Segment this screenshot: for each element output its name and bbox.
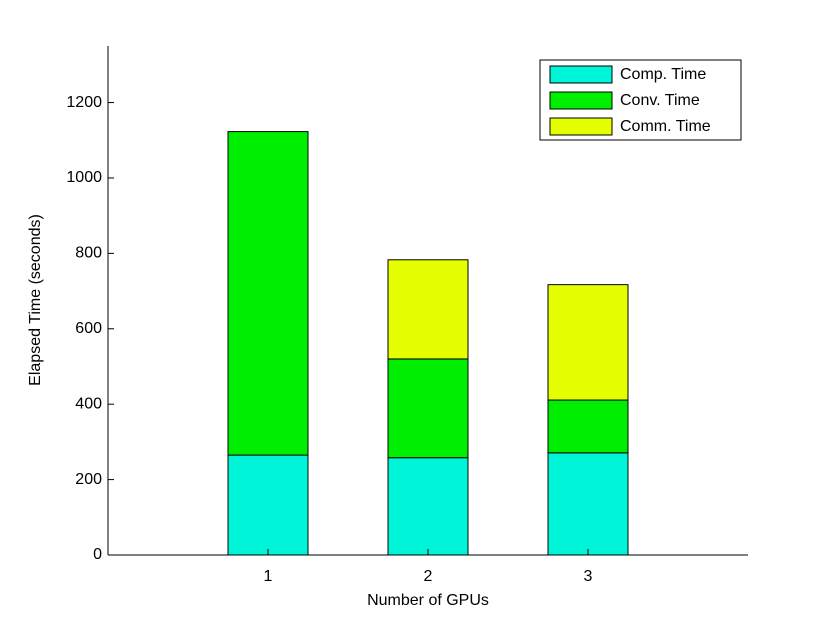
legend-label: Comp. Time <box>620 66 706 83</box>
y-tick-label: 0 <box>93 546 102 563</box>
y-tick-label: 1200 <box>66 94 102 111</box>
bar-segment <box>227 131 309 456</box>
y-axis-label: Elapsed Time (seconds) <box>27 214 44 386</box>
x-tick-label: 1 <box>264 568 273 585</box>
bar-segment <box>547 284 629 401</box>
bar-segment <box>227 454 309 556</box>
legend-label: Conv. Time <box>620 92 700 109</box>
legend-swatch <box>549 117 613 136</box>
x-tick-label: 2 <box>424 568 433 585</box>
y-tick-label: 800 <box>75 245 102 262</box>
y-tick-label: 400 <box>75 395 102 412</box>
y-tick-label: 600 <box>75 320 102 337</box>
x-axis-label: Number of GPUs <box>367 592 489 609</box>
legend-swatch <box>549 91 613 110</box>
x-tick-label: 3 <box>584 568 593 585</box>
bar-segment <box>547 399 629 454</box>
bar-segment <box>387 259 469 360</box>
y-tick-label: 200 <box>75 471 102 488</box>
bar-segment <box>387 358 469 459</box>
legend-label: Comm. Time <box>620 118 711 135</box>
bar-segment <box>387 457 469 556</box>
legend-swatch <box>549 65 613 84</box>
bar-segment <box>547 452 629 556</box>
y-tick-label: 1000 <box>66 169 102 186</box>
